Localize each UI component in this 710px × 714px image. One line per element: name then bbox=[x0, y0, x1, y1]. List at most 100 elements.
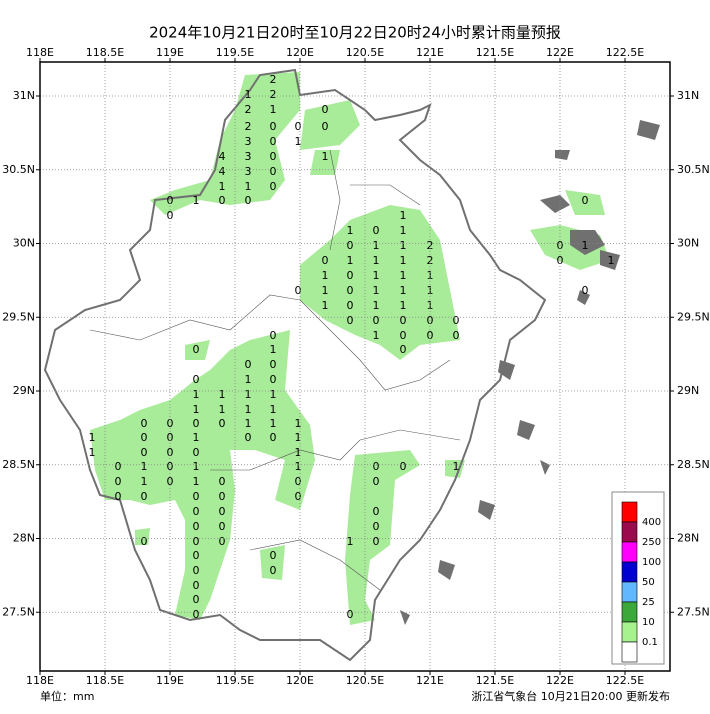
station-value: 0 bbox=[453, 329, 460, 342]
station-value: 0 bbox=[193, 505, 200, 518]
station-value: 1 bbox=[219, 403, 226, 416]
x-tick-label: 121E bbox=[416, 674, 444, 687]
station-value: 0 bbox=[141, 490, 148, 503]
station-value: 0 bbox=[295, 490, 302, 503]
legend-swatch bbox=[621, 501, 638, 523]
station-value: 1 bbox=[295, 460, 302, 473]
station-value: 0 bbox=[295, 120, 302, 133]
station-value: 0 bbox=[582, 194, 589, 207]
station-value: 1 bbox=[295, 135, 302, 148]
legend-label: 250 bbox=[642, 537, 661, 548]
station-value: 0 bbox=[400, 460, 407, 473]
station-value: 0 bbox=[270, 564, 277, 577]
y-tick-label: 30.5N bbox=[2, 163, 35, 176]
station-value: 0 bbox=[193, 564, 200, 577]
station-value: 0 bbox=[270, 135, 277, 148]
station-value: 0 bbox=[193, 417, 200, 430]
station-value: 0 bbox=[167, 460, 174, 473]
station-value: 0 bbox=[193, 549, 200, 562]
station-value: 0 bbox=[219, 194, 226, 207]
station-value: 1 bbox=[400, 299, 407, 312]
station-value: 0 bbox=[400, 314, 407, 327]
x-tick-label: 118E bbox=[26, 46, 54, 59]
x-tick-label: 122E bbox=[546, 46, 574, 59]
legend-swatch bbox=[621, 641, 638, 663]
station-value: 1 bbox=[347, 254, 354, 267]
station-value: 1 bbox=[347, 224, 354, 237]
station-value: 0 bbox=[322, 120, 329, 133]
station-value: 0 bbox=[193, 446, 200, 459]
station-value: 0 bbox=[193, 579, 200, 592]
station-value: 1 bbox=[400, 269, 407, 282]
station-value: 0 bbox=[193, 490, 200, 503]
station-value: 2 bbox=[245, 103, 252, 116]
station-value: 0 bbox=[347, 299, 354, 312]
station-value: 0 bbox=[219, 490, 226, 503]
station-value: 1 bbox=[193, 194, 200, 207]
x-tick-label: 119E bbox=[156, 674, 184, 687]
station-value: 2 bbox=[270, 73, 277, 86]
station-value: 1 bbox=[347, 535, 354, 548]
station-value: 2 bbox=[245, 120, 252, 133]
x-tick-label: 119.5E bbox=[216, 46, 254, 59]
station-value: 0 bbox=[115, 460, 122, 473]
station-value: 0 bbox=[115, 490, 122, 503]
x-tick-label: 122.5E bbox=[606, 46, 644, 59]
station-value: 1 bbox=[322, 299, 329, 312]
station-value: 1 bbox=[245, 88, 252, 101]
station-value: 0 bbox=[270, 120, 277, 133]
station-value: 0 bbox=[270, 431, 277, 444]
station-value: 1 bbox=[322, 284, 329, 297]
station-value: 0 bbox=[245, 358, 252, 371]
title: 2024年10月21日20时至10月22日20时24小时累计雨量预报 bbox=[149, 24, 561, 42]
station-value: 0 bbox=[115, 475, 122, 488]
station-value: 1 bbox=[270, 403, 277, 416]
station-value: 1 bbox=[89, 446, 96, 459]
y-tick-label: 29.5N bbox=[2, 310, 35, 323]
y-tick-label: 27.5N bbox=[2, 605, 35, 618]
x-tick-label: 119E bbox=[156, 46, 184, 59]
station-value: 1 bbox=[453, 460, 460, 473]
station-value: 1 bbox=[400, 224, 407, 237]
x-tick-label: 120.5E bbox=[346, 674, 384, 687]
station-value: 3 bbox=[245, 135, 252, 148]
y-tick-label: 28.5N bbox=[2, 458, 35, 471]
station-value: 3 bbox=[245, 165, 252, 178]
y-tick-label: 30N bbox=[677, 237, 699, 250]
legend-swatch bbox=[621, 541, 638, 563]
y-tick-label: 31N bbox=[677, 89, 699, 102]
legend-swatch bbox=[621, 581, 638, 603]
station-value: 3 bbox=[245, 150, 252, 163]
station-value: 1 bbox=[270, 417, 277, 430]
province-boundary bbox=[43, 68, 547, 662]
x-tick-label: 120.5E bbox=[346, 46, 384, 59]
station-value: 0 bbox=[347, 239, 354, 252]
station-value: 0 bbox=[453, 314, 460, 327]
map-frame bbox=[39, 61, 671, 672]
station-value: 0 bbox=[322, 103, 329, 116]
x-tick-label: 121E bbox=[416, 46, 444, 59]
station-value: 0 bbox=[219, 505, 226, 518]
station-value: 0 bbox=[373, 314, 380, 327]
station-value: 1 bbox=[89, 431, 96, 444]
station-value: 0 bbox=[167, 475, 174, 488]
station-value: 1 bbox=[322, 150, 329, 163]
station-value: 0 bbox=[219, 520, 226, 533]
legend-swatch bbox=[621, 601, 638, 623]
station-value: 0 bbox=[219, 475, 226, 488]
station-value: 1 bbox=[193, 475, 200, 488]
station-value: 1 bbox=[270, 343, 277, 356]
islands bbox=[400, 120, 660, 625]
legend-swatch bbox=[621, 621, 638, 643]
station-value: 1 bbox=[270, 388, 277, 401]
station-value: 0 bbox=[347, 314, 354, 327]
station-value: 1 bbox=[219, 180, 226, 193]
station-value: 1 bbox=[270, 103, 277, 116]
station-value: 1 bbox=[400, 209, 407, 222]
legend-label: 25 bbox=[642, 597, 655, 608]
x-tick-label: 120E bbox=[286, 46, 314, 59]
station-value: 0 bbox=[167, 417, 174, 430]
station-value: 0 bbox=[193, 535, 200, 548]
station-value: 0 bbox=[400, 329, 407, 342]
station-value: 0 bbox=[582, 284, 589, 297]
